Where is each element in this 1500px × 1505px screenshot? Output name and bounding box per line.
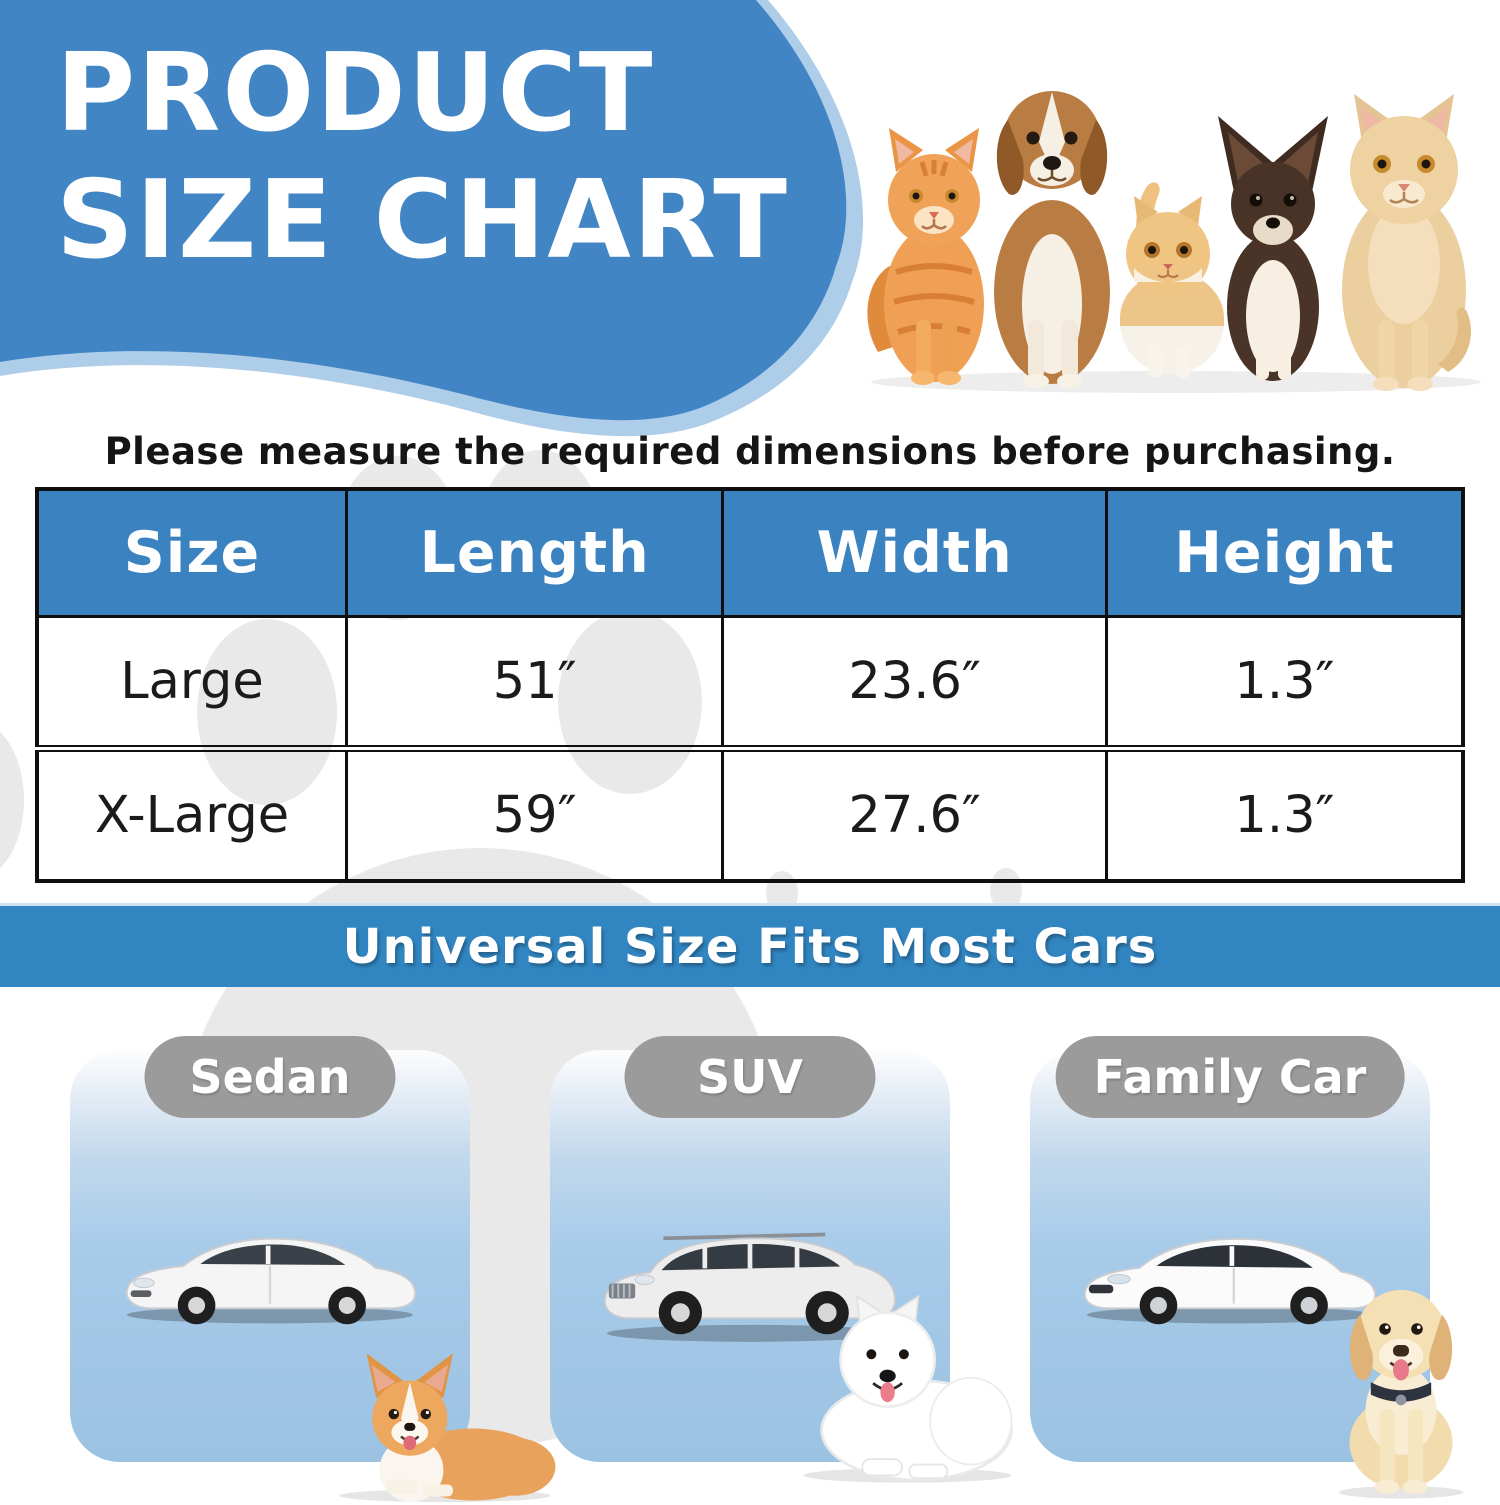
cell-large-size: Large bbox=[35, 616, 348, 749]
table-header-row: Size Length Width Height bbox=[35, 487, 1465, 618]
column-header-width: Width bbox=[721, 487, 1108, 618]
corgi-dog-image bbox=[339, 1353, 556, 1503]
cell-xlarge-height: 1.3″ bbox=[1104, 745, 1465, 883]
column-header-height: Height bbox=[1104, 487, 1465, 618]
cell-large-height: 1.3″ bbox=[1104, 616, 1465, 749]
cell-large-length: 51″ bbox=[344, 616, 725, 749]
sedan-label-pill: Sedan bbox=[144, 1036, 396, 1118]
vehicle-card-family-car: Family Car bbox=[1030, 1036, 1464, 1499]
column-header-length: Length bbox=[344, 487, 725, 618]
page-title-line-1: PRODUCT bbox=[56, 31, 655, 156]
pets-group-image bbox=[867, 91, 1481, 393]
sedan-label: Sedan bbox=[189, 1050, 351, 1104]
cell-xlarge-size: X-Large bbox=[35, 745, 348, 883]
banner-text: Universal Size Fits Most Cars bbox=[342, 918, 1158, 975]
suv-label: SUV bbox=[696, 1050, 804, 1104]
header-blob-shape bbox=[0, 0, 864, 437]
cell-xlarge-width: 27.6″ bbox=[721, 745, 1108, 883]
page-title-line-2: SIZE CHART bbox=[56, 158, 789, 284]
vehicle-card-suv: SUV bbox=[550, 1036, 1013, 1483]
cell-xlarge-length: 59″ bbox=[344, 745, 725, 883]
family-car-label-pill: Family Car bbox=[1055, 1036, 1405, 1118]
column-header-size: Size bbox=[35, 487, 348, 618]
table-row-large: Large 51″ 23.6″ 1.3″ bbox=[35, 616, 1465, 749]
suv-label-pill: SUV bbox=[624, 1036, 876, 1118]
page-title: PRODUCT SIZE CHART bbox=[56, 30, 789, 285]
golden-retriever-puppy-image bbox=[1338, 1289, 1464, 1499]
samoyed-dog-image bbox=[803, 1294, 1013, 1483]
family-car-image bbox=[1083, 1237, 1377, 1325]
chihuahua-dog-image bbox=[1218, 116, 1328, 381]
cream-cat-image bbox=[1342, 94, 1472, 391]
sedan-car-image bbox=[125, 1237, 417, 1325]
family-car-label: Family Car bbox=[1093, 1050, 1367, 1104]
measure-instruction-text: Please measure the required dimensions b… bbox=[104, 430, 1396, 473]
table-row-xlarge: X-Large 59″ 27.6″ 1.3″ bbox=[35, 745, 1465, 883]
cream-flat-face-cat-image bbox=[1120, 182, 1224, 378]
hero-header: PRODUCT SIZE CHART bbox=[0, 0, 1500, 470]
universal-size-banner: Universal Size Fits Most Cars bbox=[0, 903, 1500, 987]
orange-tabby-cat-image bbox=[867, 128, 984, 385]
vehicle-card-sedan: Sedan bbox=[70, 1036, 556, 1503]
size-chart-table: Size Length Width Height Large 51″ 23.6″… bbox=[35, 487, 1465, 883]
brown-white-dog-image bbox=[994, 91, 1110, 388]
cell-large-width: 23.6″ bbox=[721, 616, 1108, 749]
